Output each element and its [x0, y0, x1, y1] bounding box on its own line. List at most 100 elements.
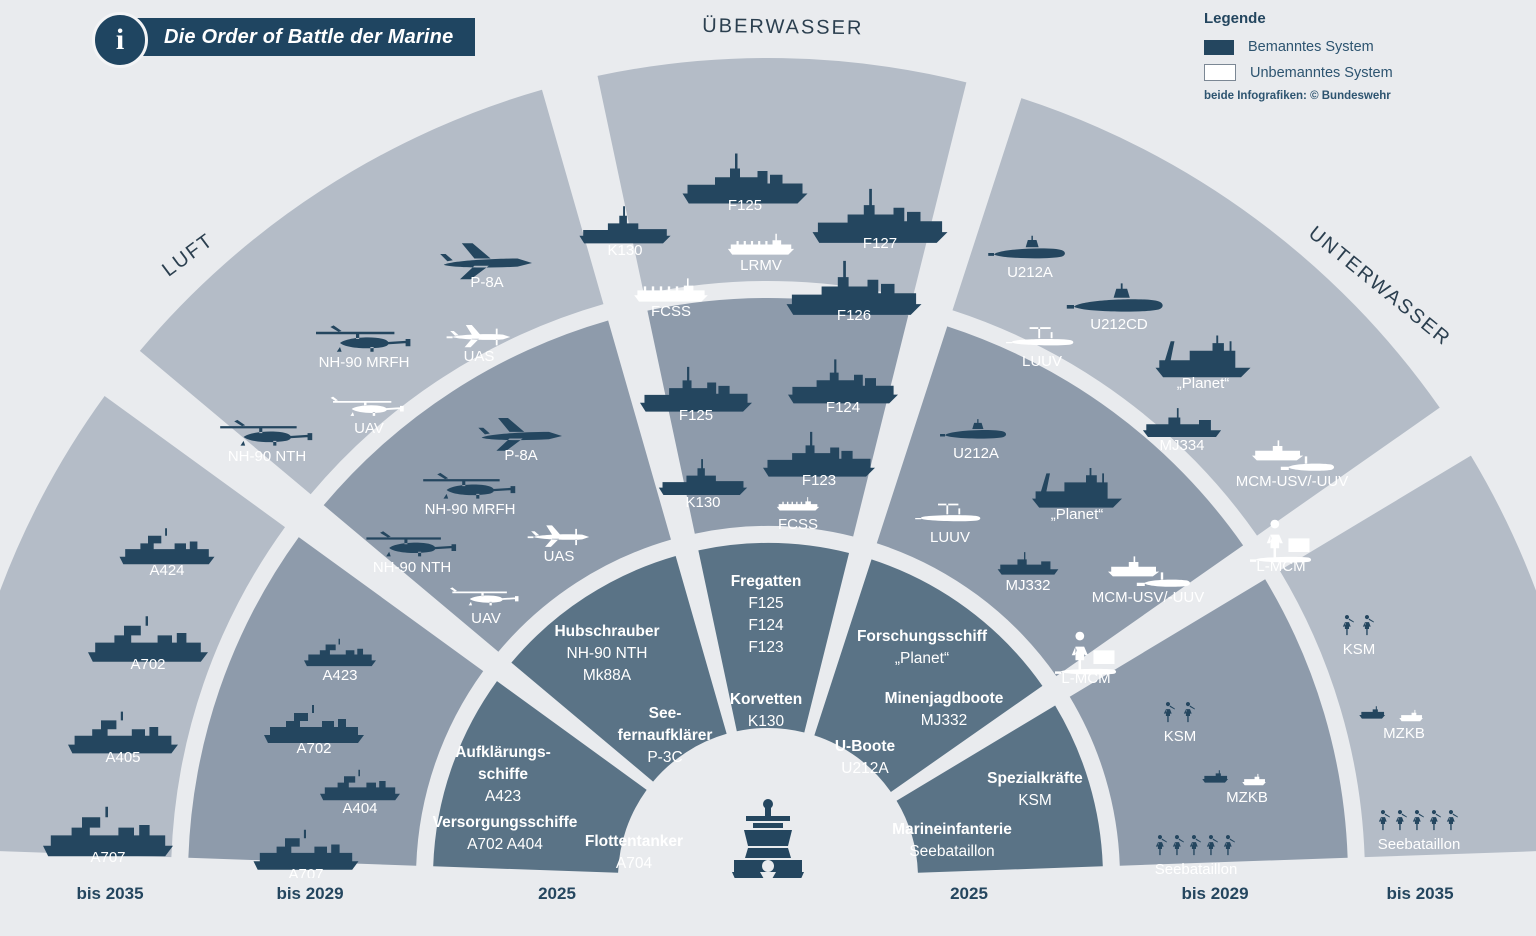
item-a707[interactable]: A707 — [43, 806, 173, 866]
item-l-mcm[interactable]: L-MCM — [1055, 631, 1117, 687]
year-label: 2025 — [950, 884, 988, 903]
core-block-luft-0[interactable]: Hubschrauber NH-90 NTH Mk88A — [554, 623, 659, 684]
ship-silhouette — [119, 528, 215, 565]
item-a405[interactable]: A405 — [68, 711, 178, 766]
core-block-unterwasser-2[interactable]: U-Boote U212A — [835, 738, 896, 777]
sector-ueberwasser-inner[interactable] — [698, 543, 850, 733]
item-uav[interactable]: UAV — [450, 587, 519, 627]
item-label: F125 — [728, 197, 762, 214]
uav-silhouette — [450, 587, 519, 606]
item-p-8a[interactable]: P-8A — [440, 243, 532, 291]
item-label: KSM — [1164, 728, 1197, 745]
item-a702[interactable]: A702 — [264, 705, 364, 757]
item-uav[interactable]: UAV — [330, 396, 404, 437]
item-ksm[interactable]: KSM — [1343, 615, 1376, 658]
core-block-luft-2[interactable]: Flottentanker A704 — [585, 833, 683, 872]
item-label: P-8A — [504, 447, 537, 464]
sector-luft-outer[interactable] — [139, 89, 604, 495]
item-k130[interactable]: K130 — [658, 459, 748, 511]
core-block-unterwasser-0[interactable]: Forschungsschiff „Planet“ — [857, 628, 988, 667]
sector-land-inner[interactable] — [896, 705, 1103, 873]
ship-silhouette — [304, 638, 376, 667]
helicopter-silhouette — [366, 531, 457, 557]
legend-item-unmanned: Unbemanntes System — [1204, 64, 1444, 81]
sector-land-outer[interactable] — [1279, 455, 1536, 858]
sector-unterwasser-inner[interactable] — [814, 559, 1043, 792]
item-mj334[interactable]: MJ334 — [1142, 408, 1222, 454]
item-mj332[interactable]: MJ332 — [997, 552, 1059, 594]
item-u212cd[interactable]: U212CD — [1066, 283, 1163, 333]
item-nh-90-nth[interactable]: NH-90 NTH — [366, 531, 457, 576]
item-nh-90-nth[interactable]: NH-90 NTH — [220, 419, 313, 465]
item-mzkb[interactable]: MZKB — [1359, 706, 1425, 742]
items-layer: A424 A702 A405 A707 P-8A NH-90 MRFH UAS UAV NH-9… — [43, 153, 1461, 883]
item--planet-[interactable]: „Planet“ — [1155, 335, 1251, 393]
core-block-luft-1[interactable]: See-fernaufklärer P-3C — [618, 705, 713, 766]
uas-silhouette — [527, 525, 590, 547]
item-a423[interactable]: A423 — [304, 638, 376, 684]
item-uas[interactable]: UAS — [446, 325, 511, 365]
item-label: LUUV — [930, 529, 970, 546]
sector-unterstuetzung-middle[interactable] — [188, 537, 484, 866]
core-text-line: Hubschrauber — [554, 623, 659, 640]
core-block-ueberwasser-1[interactable]: Korvetten K130 — [730, 691, 802, 730]
aircraft-silhouette — [440, 243, 532, 280]
item-f125[interactable]: F125 — [640, 366, 752, 424]
item-f124[interactable]: F124 — [788, 359, 898, 416]
submarine-silhouette — [940, 419, 1007, 439]
core-text-line: Versorgungsschiffe — [433, 814, 578, 831]
item-u212a[interactable]: U212A — [988, 235, 1065, 281]
item-a707[interactable]: A707 — [253, 829, 359, 883]
core-block-unterstuetzung-0[interactable]: Aufklärungs-schiffe A423 — [455, 744, 551, 805]
item-a424[interactable]: A424 — [119, 528, 215, 579]
item--planet-[interactable]: „Planet“ — [1032, 468, 1122, 523]
sector-luft-middle[interactable] — [323, 320, 671, 652]
item-label: A423 — [322, 667, 357, 684]
item-ksm[interactable]: KSM — [1164, 702, 1197, 745]
item-l-mcm[interactable]: L-MCM — [1250, 519, 1312, 575]
usv-uuv-silhouette — [1108, 556, 1190, 587]
sector-luft-inner[interactable] — [511, 555, 727, 782]
item-seebataillon[interactable]: Seebataillon — [1378, 810, 1461, 853]
item-mzkb[interactable]: MZKB — [1202, 770, 1268, 806]
core-block-unterstuetzung-1[interactable]: Versorgungsschiffe A702 A404 — [433, 814, 578, 853]
item-u212a[interactable]: U212A — [940, 419, 1007, 462]
item-fcss[interactable]: FCSS — [634, 278, 708, 320]
item-k130[interactable]: K130 — [579, 206, 671, 259]
sector-unterstuetzung-outer[interactable] — [0, 396, 286, 858]
core-block-land-1[interactable]: Marineinfanterie Seebataillon — [892, 821, 1012, 860]
item-f127[interactable]: F127 — [812, 188, 948, 252]
sector-unterwasser-outer[interactable] — [952, 98, 1440, 536]
item-label: MZKB — [1383, 725, 1425, 742]
item-mcm-usv-uuv[interactable]: MCM-USV/-UUV — [1236, 440, 1349, 490]
item-a404[interactable]: A404 — [320, 769, 400, 817]
sector-unterstuetzung-inner[interactable] — [433, 681, 647, 873]
core-block-ueberwasser-0[interactable]: Fregatten F125 F124 F123 — [731, 573, 802, 656]
item-a702[interactable]: A702 — [88, 616, 208, 673]
sector-land-middle[interactable] — [1069, 579, 1348, 866]
item-f126[interactable]: F126 — [786, 260, 922, 324]
core-block-land-0[interactable]: Spezialkräfte KSM — [987, 770, 1083, 809]
item-luuv[interactable]: LUUV — [1006, 327, 1074, 370]
core-text-line: „Planet“ — [895, 650, 949, 667]
item-mcm-usv-uuv[interactable]: MCM-USV/-UUV — [1092, 556, 1205, 606]
boat-pair-silhouette — [1242, 773, 1266, 786]
helicopter-silhouette — [316, 325, 411, 352]
ship-silhouette — [68, 711, 178, 754]
item-seebataillon[interactable]: Seebataillon — [1155, 835, 1238, 878]
item-luuv[interactable]: LUUV — [915, 503, 981, 546]
item-f125[interactable]: F125 — [682, 153, 808, 215]
item-label: U212A — [1007, 264, 1053, 281]
minehunter-silhouette — [997, 552, 1059, 575]
item-fcss[interactable]: FCSS — [776, 497, 820, 533]
item-p-8a[interactable]: P-8A — [478, 417, 562, 464]
item-nh-90-mrfh[interactable]: NH-90 MRFH — [316, 325, 411, 371]
soldiers-icon — [1429, 810, 1441, 831]
item-label: UAS — [464, 348, 495, 365]
item-uas[interactable]: UAS — [527, 525, 590, 565]
item-nh-90-mrfh[interactable]: NH-90 MRFH — [423, 472, 515, 518]
item-lrmv[interactable]: LRMV — [727, 233, 795, 274]
item-f123[interactable]: F123 — [763, 431, 875, 489]
core-block-unterwasser-1[interactable]: Minenjagdboote MJ332 — [885, 690, 1004, 729]
